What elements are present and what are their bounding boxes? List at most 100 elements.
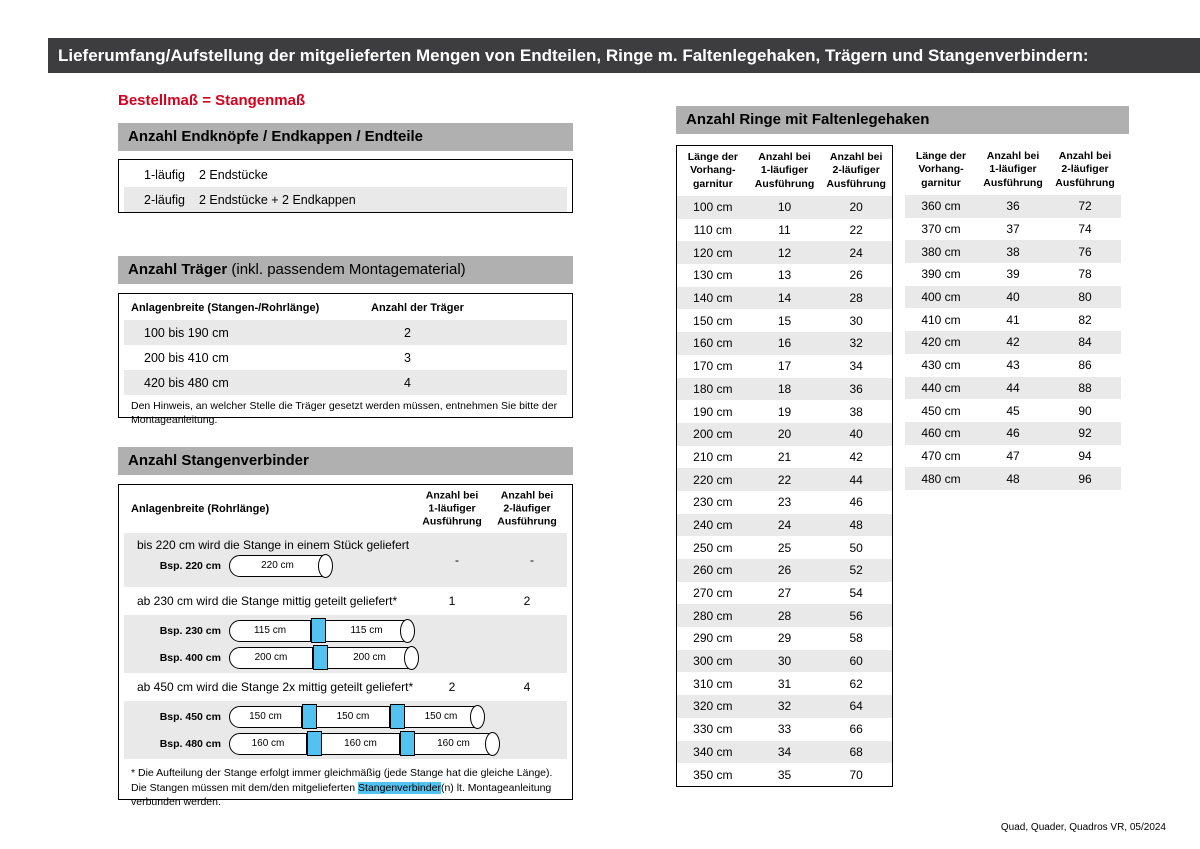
table-cell: 15 [777, 313, 792, 328]
table-row: 350 cm 35 70 [677, 763, 892, 786]
footnote-text: (n) lt. Montageanleitung verbunden werde… [131, 781, 552, 809]
rod-example: Bsp. 230 cm 115 cm 115 cm [124, 617, 567, 644]
table-cell: 250 cm [693, 540, 733, 555]
table-cell: 74 [1078, 222, 1092, 237]
rod-segment: 160 cm [322, 732, 400, 755]
table-cell: 27 [777, 586, 792, 601]
table-cell: 240 cm [693, 517, 733, 532]
table-row: 310 cm 31 62 [677, 672, 892, 695]
table-cell: 140 cm [693, 291, 733, 306]
table-cell: 310 cm [693, 676, 733, 691]
table-cell: 170 cm [693, 359, 733, 374]
count-2-laeufig: - [530, 553, 534, 567]
table-cell: 14 [777, 291, 792, 306]
table-cell: 20 [777, 427, 792, 442]
table-cell: 400 cm [921, 290, 961, 305]
table-cell: 22 [777, 472, 792, 487]
table-cell: 33 [777, 722, 792, 737]
table-cell: 47 [1006, 448, 1020, 463]
count-1-laeufig: 2 [448, 680, 456, 694]
verbinder-section-ab-230: ab 230 cm wird die Stange mittig geteilt… [119, 594, 572, 611]
table-row: 420 bis 480 cm 4 [124, 370, 567, 395]
table-cell: 300 cm [693, 654, 733, 669]
example-label: Bsp. 480 cm [159, 737, 221, 750]
table-cell: 290 cm [693, 631, 733, 646]
table-cell: 22 [849, 223, 863, 238]
laufig-label: 1-läufig [144, 167, 185, 182]
rod-end-cap-icon [400, 618, 415, 643]
section-text: ab 230 cm wird die Stange mittig geteilt… [137, 594, 398, 608]
rod-segment: 160 cm [229, 732, 307, 755]
table-row: 190 cm 19 38 [677, 400, 892, 423]
table-cell: 37 [1006, 222, 1020, 237]
section-header-stangenverbinder: Anzahl Stangenverbinder [118, 447, 573, 475]
table-cell: 58 [849, 631, 863, 646]
endteile-value: 2 Endstücke [199, 167, 268, 182]
ringe-table-1: Länge der Vorhang- garnitur Anzahl bei 1… [676, 145, 893, 787]
ringe-table-2: Länge der Vorhang- garnitur Anzahl bei 1… [905, 145, 1121, 490]
table-row: 480 cm 48 96 [905, 467, 1121, 490]
rod-graphic: 150 cm 150 cm 150 cm [229, 704, 485, 730]
table-cell: 43 [1006, 358, 1020, 373]
verbinder-section-ab-450: ab 450 cm wird die Stange 2x mittig gete… [119, 680, 572, 697]
column-header-2-laeufig: Anzahl bei 2-läufiger Ausführung [826, 151, 886, 190]
table-cell: 32 [777, 699, 792, 714]
table-cell: 110 cm [693, 223, 733, 238]
table-cell: 88 [1078, 380, 1092, 395]
table-cell: 160 cm [693, 336, 733, 351]
table-cell: 68 [849, 744, 863, 759]
table-cell: 150 cm [693, 313, 733, 328]
column-header-anlagenbreite: Anlagenbreite (Stangen-/Rohrlänge) [131, 302, 320, 314]
rod-graphic: 220 cm [229, 553, 333, 579]
column-header-2-laeufig: Anzahl bei 2-läufiger Ausführung [1055, 150, 1115, 189]
verbinder-section-bis-220: bis 220 cm wird die Stange in einem Stüc… [124, 533, 567, 587]
table-cell: 430 cm [921, 358, 961, 373]
table-cell: 40 [1006, 290, 1020, 305]
table-cell: 42 [1006, 335, 1020, 350]
rod-end-cap-icon [318, 553, 333, 578]
table-row: 270 cm 27 54 [677, 582, 892, 605]
section-header-traeger: Anzahl Träger (inkl. passendem Montagema… [118, 256, 573, 284]
rod-segment: 115 cm [326, 619, 408, 642]
table-cell: 100 cm [693, 200, 733, 215]
table-cell: 94 [1078, 448, 1092, 463]
rod-segment: 160 cm [415, 732, 493, 755]
table-row: 290 cm 29 58 [677, 627, 892, 650]
table-cell: 82 [1078, 312, 1092, 327]
stangenverbinder-connector-icon [313, 645, 328, 670]
table-row: 130 cm 13 26 [677, 264, 892, 287]
stangenverbinder-connector-icon [302, 704, 317, 729]
range-cell: 200 bis 410 cm [144, 350, 229, 365]
table-cell: 96 [1078, 471, 1092, 486]
table-cell: 46 [849, 495, 863, 510]
count-cell: 2 [404, 325, 411, 340]
table-cell: 220 cm [693, 472, 733, 487]
table-cell: 230 cm [693, 495, 733, 510]
table-cell: 390 cm [921, 267, 961, 282]
table-cell: 34 [849, 359, 863, 374]
table-row: 340 cm 34 68 [677, 740, 892, 764]
table-cell: 31 [777, 676, 792, 691]
table-cell: 190 cm [693, 404, 733, 419]
table-cell: 17 [777, 359, 792, 374]
stangenverbinder-connector-icon [307, 731, 322, 756]
laufig-label: 2-läufig [144, 192, 185, 207]
section-text: ab 450 cm wird die Stange 2x mittig gete… [137, 680, 414, 694]
table-cell: 66 [849, 722, 863, 737]
column-header-1-laeufig: Anzahl bei 1-läufiger Ausführung [983, 150, 1043, 189]
table-cell: 28 [849, 291, 863, 306]
table-cell: 330 cm [693, 722, 733, 737]
table-row: 280 cm 28 56 [677, 604, 892, 628]
table-cell: 470 cm [921, 448, 961, 463]
table-cell: 78 [1078, 267, 1092, 282]
table-cell: 60 [849, 654, 863, 669]
table-cell: 280 cm [693, 608, 733, 623]
section-text: bis 220 cm wird die Stange in einem Stüc… [137, 538, 410, 552]
traeger-note: Den Hinweis, an welcher Stelle die Träge… [131, 400, 558, 427]
table-cell: 36 [849, 381, 863, 396]
table-cell: 440 cm [921, 380, 961, 395]
table-row: 150 cm 15 30 [677, 309, 892, 332]
table-row: 160 cm 16 32 [677, 332, 892, 355]
table-cell: 36 [1006, 199, 1020, 214]
table-cell: 210 cm [693, 449, 733, 464]
